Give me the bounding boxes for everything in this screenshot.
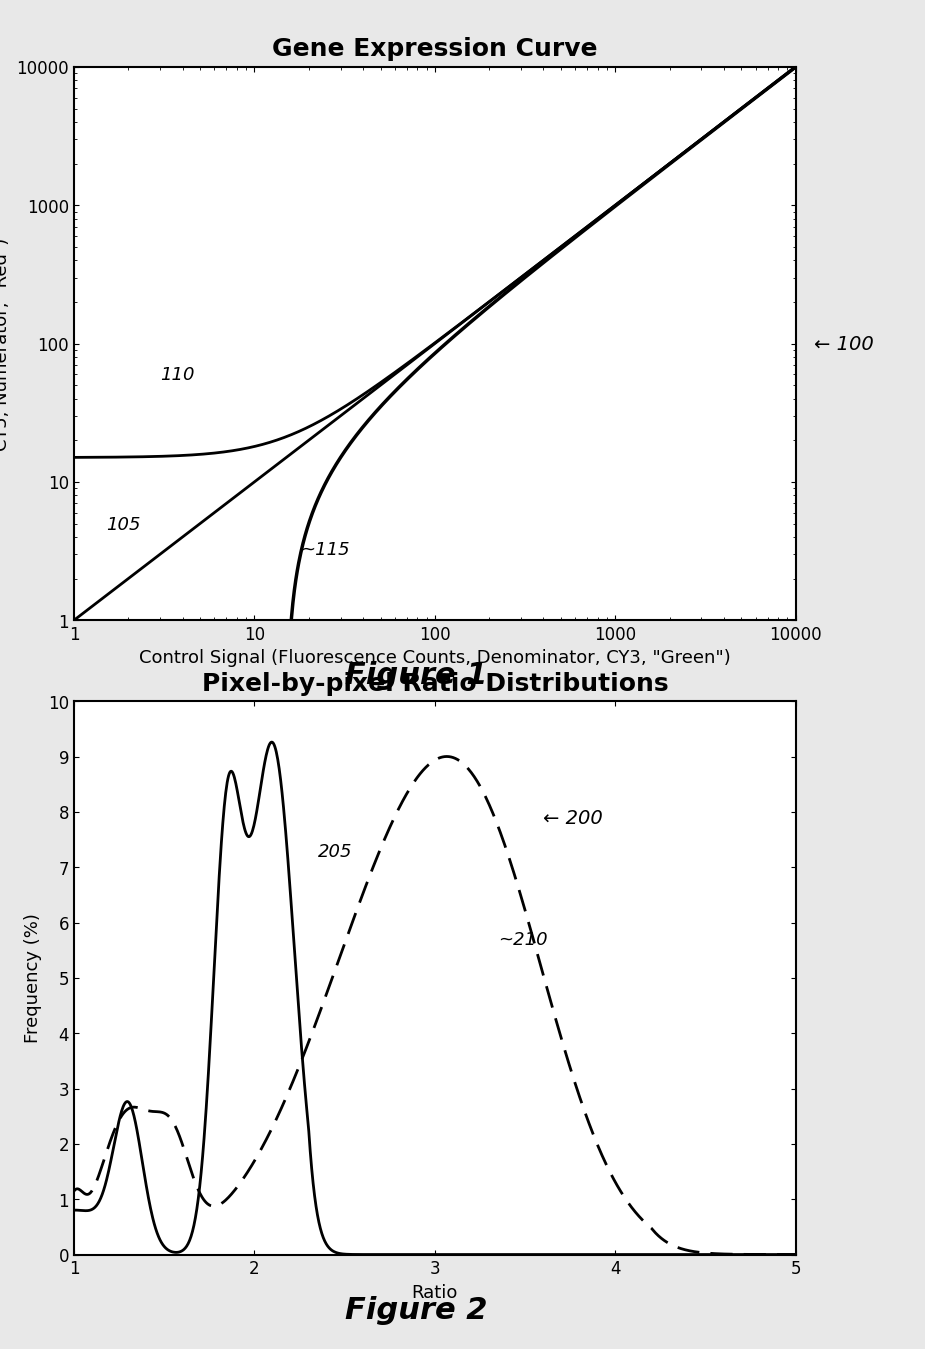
Title: Pixel-by-pixel Ratio Distributions: Pixel-by-pixel Ratio Distributions — [202, 672, 668, 695]
Text: ~210: ~210 — [498, 931, 548, 948]
Text: Figure 2: Figure 2 — [345, 1295, 487, 1323]
Text: ← 200: ← 200 — [543, 808, 603, 827]
X-axis label: Ratio: Ratio — [412, 1283, 458, 1300]
X-axis label: Control Signal (Fluorescence Counts, Denominator, CY3, "Green"): Control Signal (Fluorescence Counts, Den… — [139, 649, 731, 666]
Text: ~115: ~115 — [301, 541, 350, 558]
Text: 105: 105 — [105, 517, 141, 534]
Y-axis label: Exeriment Signal (Fluorescence Counts,
CY5, Numerator, "Red"): Exeriment Signal (Fluorescence Counts, C… — [0, 165, 11, 523]
Text: 205: 205 — [317, 842, 352, 861]
Text: ← 100: ← 100 — [814, 335, 874, 353]
Text: Figure 1: Figure 1 — [345, 661, 487, 689]
Text: 110: 110 — [160, 366, 194, 384]
Y-axis label: Frequency (%): Frequency (%) — [24, 913, 43, 1043]
Title: Gene Expression Curve: Gene Expression Curve — [272, 38, 598, 61]
